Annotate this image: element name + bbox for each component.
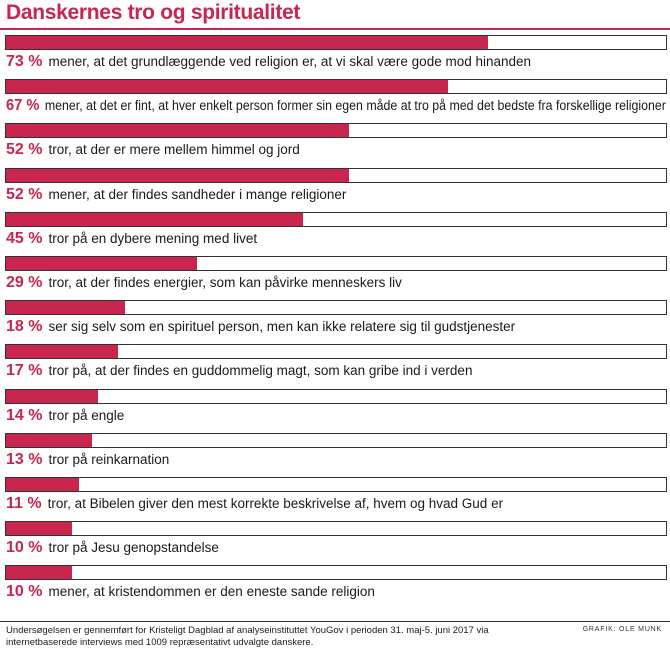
footer-rule [0, 621, 670, 622]
bar [6, 257, 198, 270]
bar-category-label: tror, at der er mere mellem himmel og jo… [48, 142, 300, 158]
bar [6, 212, 303, 226]
bar-value-label: 17 % [6, 362, 43, 380]
bar [6, 168, 350, 182]
bar-label: 52 % tror, at der er mere mellem himmel o… [6, 141, 300, 159]
bar-track [5, 477, 667, 492]
bar-chart: 73 % mener, at det grundlæggende ved reli… [0, 31, 670, 618]
bar-category-label: mener, at der findes sandheder i mange r… [48, 186, 347, 202]
bar-track [5, 256, 667, 271]
bar-track [5, 388, 667, 404]
bar-value-label: 14 % [6, 406, 43, 424]
bar-track [5, 35, 667, 50]
bar-category-label: mener, at det er fint, at hver enkelt pe… [44, 98, 666, 114]
bar [6, 345, 119, 359]
bar-value-label: 52 % [6, 141, 43, 159]
bar-label: 13 % tror på reinkarnation [6, 451, 169, 469]
bar-value-label: 45 % [6, 229, 43, 247]
chart-title: Danskernes tro og spiritualitet [6, 1, 301, 24]
bar-value-label: 10 % [6, 539, 43, 557]
bar-row: 45 % tror på en dybere mening med livet [0, 208, 670, 252]
bar-value-label: 18 % [6, 318, 43, 336]
bar-track [5, 167, 667, 183]
bar-label: 29 % tror, at der findes energier, som ka… [6, 274, 402, 292]
bar-row: 14 % tror på engle [0, 385, 670, 429]
bar-label: 73 % mener, at det grundlæggende ved reli… [6, 53, 531, 71]
bar-row: 29 % tror, at der findes energier, som ka… [0, 252, 670, 296]
bar-row: 18 % ser sig selv som en spirituel person… [0, 296, 670, 340]
bar-track [5, 300, 667, 316]
bar-category-label: tror på engle [48, 407, 125, 423]
bar-value-label: 13 % [6, 450, 43, 468]
bar-row: 10 % tror på Jesu genopstandelse [0, 517, 670, 561]
bar-track [5, 432, 667, 448]
bar-category-label: tror, at Bibelen giver den mest korrekte… [47, 496, 504, 511]
bar-row: 67 % mener, at det er fint, at hver enkel… [0, 75, 670, 119]
bar-label: 14 % tror på engle [6, 407, 124, 425]
bar-row: 52 % mener, at der findes sandheder i man… [0, 164, 670, 208]
bar-track [5, 211, 667, 227]
bar-track [5, 79, 667, 95]
bar-label: 11 % tror, at Bibelen giver den mest korr… [6, 495, 503, 513]
bar-category-label: ser sig selv som en spirituel person, me… [48, 319, 516, 335]
bar-value-label: 67 % [6, 97, 40, 115]
bar-row: 17 % tror på, at der findes en guddommeli… [0, 340, 670, 384]
bar-track [5, 344, 667, 360]
bar [6, 566, 72, 580]
bar [6, 433, 92, 447]
bar-row: 13 % tror på reinkarnation [0, 429, 670, 473]
bar-label: 18 % ser sig selv som en spirituel person… [6, 318, 515, 336]
footnote: Undersøgelsen er gennemført for Kristeli… [6, 625, 489, 648]
bar [6, 389, 99, 403]
bar-track [5, 521, 667, 537]
bar-category-label: tror på Jesu genopstandelse [48, 540, 219, 556]
bar-row: 52 % tror, at der er mere mellem himmel o… [0, 119, 670, 163]
bar [6, 478, 79, 491]
bar-label: 52 % mener, at der findes sandheder i man… [6, 186, 346, 204]
bar [6, 522, 72, 536]
bar-category-label: mener, at det grundlæggende ved religion… [48, 54, 532, 69]
graphic-credit: GRAFIK: OLE MUNK [582, 626, 662, 633]
bar-track [5, 565, 667, 581]
bar-label: 10 % tror på Jesu genopstandelse [6, 539, 219, 557]
bar-value-label: 52 % [6, 185, 43, 203]
bar-row: 73 % mener, at det grundlæggende ved reli… [0, 31, 670, 75]
bar-category-label: tror, at der findes energier, som kan på… [48, 275, 402, 290]
title-rule [0, 28, 670, 30]
bar [6, 36, 488, 49]
bar-label: 67 % mener, at det er fint, at hver enkel… [6, 97, 666, 115]
bar-label: 10 % mener, at kristendommen er den enest… [6, 583, 375, 601]
bar [6, 80, 449, 94]
bar-row: 11 % tror, at Bibelen giver den mest korr… [0, 473, 670, 517]
bar-category-label: tror på, at der findes en guddommelig ma… [48, 363, 473, 379]
bar [6, 124, 350, 138]
bar-label: 45 % tror på en dybere mening med livet [6, 230, 257, 248]
bar-row: 10 % mener, at kristendommen er den enest… [0, 561, 670, 605]
bar [6, 301, 125, 315]
bar-label: 17 % tror på, at der findes en guddommeli… [6, 362, 472, 380]
bar-track [5, 123, 667, 139]
bar-category-label: mener, at kristendommen er den eneste sa… [48, 584, 375, 600]
bar-value-label: 73 % [6, 53, 43, 70]
bar-category-label: tror på en dybere mening med livet [48, 230, 258, 246]
bar-value-label: 29 % [6, 274, 43, 291]
bar-category-label: tror på reinkarnation [48, 451, 170, 467]
bar-value-label: 11 % [6, 495, 42, 512]
bar-value-label: 10 % [6, 583, 43, 601]
